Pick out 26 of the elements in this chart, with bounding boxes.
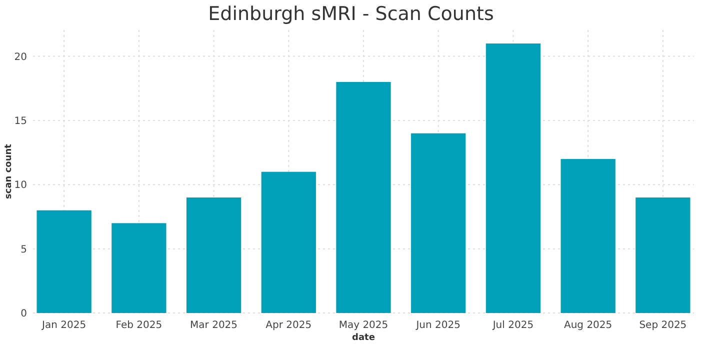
bar <box>411 133 466 313</box>
y-tick-label: 10 <box>14 180 27 192</box>
bar <box>486 43 541 313</box>
bar <box>186 197 242 313</box>
x-tick-label: May 2025 <box>338 320 388 331</box>
x-tick-label: Jun 2025 <box>415 320 460 331</box>
x-tick-label: Apr 2025 <box>266 320 312 331</box>
y-tick-label: 15 <box>14 116 27 127</box>
y-tick-label: 20 <box>14 52 27 63</box>
x-tick-label: Aug 2025 <box>564 320 612 331</box>
bar <box>560 158 616 313</box>
y-axis-title: scan count <box>4 143 14 199</box>
y-tick-label: 0 <box>20 308 27 320</box>
y-tick-label: 5 <box>20 244 27 256</box>
x-tick-label: Jan 2025 <box>41 320 86 331</box>
bar <box>36 210 92 313</box>
bar <box>336 82 391 313</box>
x-axis-title: date <box>352 333 375 343</box>
x-tick-label: Jul 2025 <box>492 320 534 331</box>
chart-title: Edinburgh sMRI - Scan Counts <box>208 3 494 25</box>
bar <box>112 223 166 313</box>
x-tick-label: Feb 2025 <box>116 320 162 331</box>
bar <box>636 197 690 313</box>
x-tick-label: Sep 2025 <box>639 320 687 331</box>
bar <box>261 172 316 313</box>
x-tick-label: Mar 2025 <box>190 320 238 331</box>
